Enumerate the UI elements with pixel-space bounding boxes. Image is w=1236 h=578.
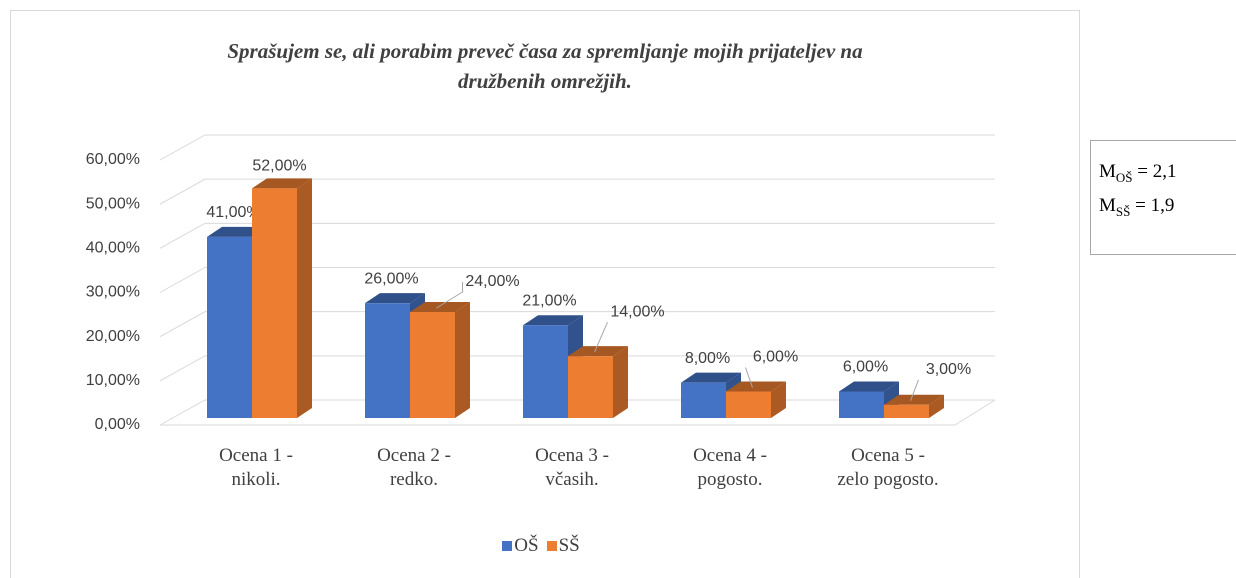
data-label: 3,00%	[926, 361, 971, 378]
bar-top	[681, 372, 741, 383]
bar-top	[410, 302, 470, 312]
legend-swatch	[546, 541, 557, 551]
y-tick-label: 0,00%	[95, 416, 140, 433]
floor-edge	[160, 399, 996, 426]
mean-sub: OŠ	[1115, 169, 1133, 185]
grid-line	[159, 178, 995, 205]
bar-top	[839, 381, 899, 392]
leader-line	[436, 282, 463, 309]
data-label: 41,00%	[206, 204, 260, 221]
grid-line	[159, 222, 995, 249]
y-tick-label: 20,00%	[86, 328, 140, 345]
mean-row: MSŠ = 1,9	[1099, 189, 1236, 223]
data-label: 52,00%	[252, 158, 306, 175]
legend-label: OŠ	[514, 535, 539, 556]
x-tick-label: Ocena 3 - včasih.	[535, 445, 609, 490]
data-label: 24,00%	[465, 273, 519, 290]
bar-front	[726, 391, 771, 418]
x-tick-label: Ocena 4 - pogosto.	[693, 445, 767, 490]
bar-front	[365, 303, 410, 418]
bar-front	[252, 188, 297, 418]
mean-text: = 1,9	[1135, 195, 1175, 216]
bar-top	[523, 315, 583, 326]
x-tick-label: Ocena 1 - nikoli.	[219, 445, 293, 490]
y-tick-label: 30,00%	[86, 284, 140, 301]
y-tick-label: 60,00%	[86, 151, 140, 168]
chart-frame	[10, 10, 1080, 578]
mean-symbol: M	[1099, 161, 1116, 182]
grid-line	[159, 355, 995, 382]
bar	[410, 302, 470, 418]
bar-top	[884, 394, 944, 405]
legend: OŠ SŠ	[0, 535, 1090, 557]
grid-line	[159, 134, 995, 161]
leader-line	[594, 321, 608, 353]
bar	[568, 346, 628, 418]
bar-side	[929, 394, 944, 418]
mean-row: MOŠ = 2,1	[1099, 155, 1236, 189]
chart-title: Sprašujem se, ali porabim preveč časa za…	[227, 39, 863, 93]
data-label: 26,00%	[364, 270, 418, 287]
grid-line	[159, 311, 995, 338]
bar-front	[523, 325, 568, 418]
bar	[726, 381, 786, 418]
mean-sub: SŠ	[1115, 203, 1131, 219]
bar-front	[568, 356, 613, 418]
leader-line	[910, 379, 919, 401]
bar-front	[410, 312, 455, 418]
data-label: 8,00%	[685, 350, 730, 367]
bar-top	[365, 293, 425, 304]
bar	[252, 178, 312, 418]
x-tick-label: Ocena 5 - zelo pogosto.	[837, 445, 939, 490]
bar-front	[884, 404, 929, 418]
mean-text: = 2,1	[1137, 161, 1177, 182]
bar-side	[771, 381, 786, 418]
legend-label: SŠ	[558, 535, 580, 556]
data-label: 21,00%	[522, 292, 576, 309]
data-label: 14,00%	[610, 303, 664, 320]
data-label: 6,00%	[753, 349, 798, 366]
bar-top	[726, 381, 786, 392]
y-tick-label: 40,00%	[86, 240, 140, 257]
bar-side	[455, 302, 470, 418]
bar-side	[297, 178, 312, 418]
bar-front	[207, 236, 252, 418]
bar-side	[613, 346, 628, 418]
grid-line	[159, 267, 995, 293]
leader-line	[745, 367, 753, 388]
x-tick-label: Ocena 2 - redko.	[377, 445, 451, 490]
bar	[884, 394, 944, 418]
bar-front	[681, 382, 726, 418]
bar-front	[839, 391, 884, 418]
bar-top	[252, 178, 312, 189]
y-tick-label: 50,00%	[86, 195, 140, 212]
bar-top	[568, 346, 628, 357]
legend-swatch	[502, 541, 513, 551]
mean-box: MOŠ = 2,1 MSŠ = 1,9	[1090, 140, 1236, 255]
data-label: 6,00%	[843, 359, 888, 376]
y-tick-label: 10,00%	[86, 372, 140, 389]
mean-symbol: M	[1099, 195, 1116, 216]
